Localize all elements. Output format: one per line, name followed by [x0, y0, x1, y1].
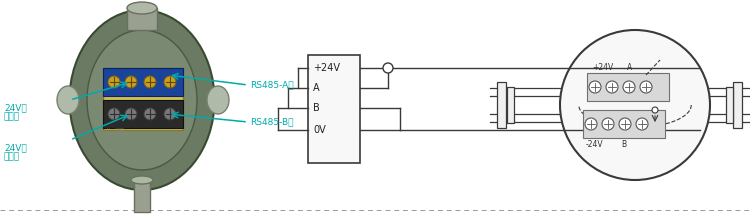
- Bar: [726, 87, 733, 123]
- Text: +24V: +24V: [313, 63, 340, 73]
- Text: A: A: [627, 63, 632, 72]
- Bar: [497, 82, 506, 128]
- Circle shape: [560, 30, 710, 180]
- Circle shape: [164, 76, 176, 88]
- Ellipse shape: [57, 86, 79, 114]
- Text: RS485-B极: RS485-B极: [250, 118, 293, 127]
- Text: 24V电: 24V电: [4, 104, 27, 113]
- Ellipse shape: [87, 30, 197, 170]
- Ellipse shape: [70, 10, 214, 190]
- Circle shape: [164, 108, 176, 120]
- Text: 源负极: 源负极: [4, 152, 20, 161]
- Bar: [103, 100, 183, 128]
- Circle shape: [108, 108, 120, 120]
- Circle shape: [108, 76, 120, 88]
- Ellipse shape: [131, 176, 153, 184]
- Circle shape: [602, 118, 614, 130]
- Text: +24V: +24V: [592, 63, 613, 72]
- Circle shape: [125, 108, 137, 120]
- Bar: [127, 8, 157, 30]
- Circle shape: [606, 81, 618, 93]
- Text: V    GND: V GND: [107, 128, 124, 132]
- Circle shape: [636, 118, 648, 130]
- Text: 24V电: 24V电: [4, 143, 27, 152]
- Circle shape: [144, 76, 156, 88]
- Circle shape: [585, 118, 597, 130]
- Text: DC 12~24V: DC 12~24V: [107, 132, 130, 136]
- Circle shape: [619, 118, 631, 130]
- Bar: [103, 68, 183, 96]
- Ellipse shape: [207, 86, 229, 114]
- Circle shape: [623, 81, 635, 93]
- Bar: [733, 82, 742, 128]
- Text: B: B: [313, 103, 320, 113]
- Text: RS485-A极: RS485-A极: [250, 81, 294, 90]
- Text: B: B: [621, 140, 626, 149]
- Circle shape: [125, 76, 137, 88]
- Bar: [583, 110, 665, 138]
- Bar: [507, 87, 514, 123]
- Circle shape: [652, 107, 658, 113]
- Text: -24V: -24V: [586, 140, 604, 149]
- Circle shape: [144, 108, 156, 120]
- Text: A: A: [313, 83, 320, 93]
- Text: 0V: 0V: [313, 125, 326, 135]
- Ellipse shape: [127, 2, 157, 14]
- Bar: [103, 68, 183, 130]
- Bar: [134, 180, 150, 212]
- Text: 源正极: 源正极: [4, 113, 20, 122]
- Circle shape: [589, 81, 601, 93]
- Bar: [308, 55, 360, 163]
- Bar: [587, 73, 669, 101]
- Circle shape: [640, 81, 652, 93]
- Circle shape: [383, 63, 393, 73]
